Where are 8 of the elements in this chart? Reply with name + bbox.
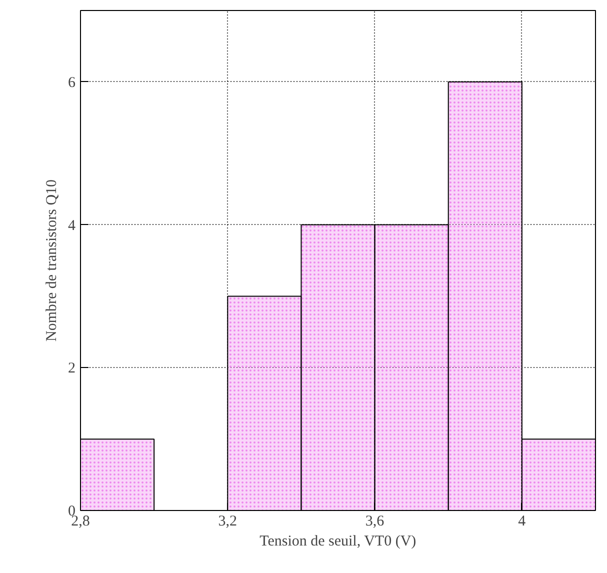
y-tick-label: 4: [68, 218, 76, 234]
x-axis-title: Tension de seuil, VT0 (V): [260, 534, 416, 550]
y-tick-label: 6: [68, 74, 76, 91]
x-tick-label: 3,2: [218, 514, 238, 530]
x-tick-label: 4: [518, 514, 526, 530]
y-tick-label: 2: [68, 360, 76, 377]
y-axis-title: Nombre de transistors Q10: [44, 179, 60, 342]
x-tick-label: 3,6: [365, 514, 385, 530]
